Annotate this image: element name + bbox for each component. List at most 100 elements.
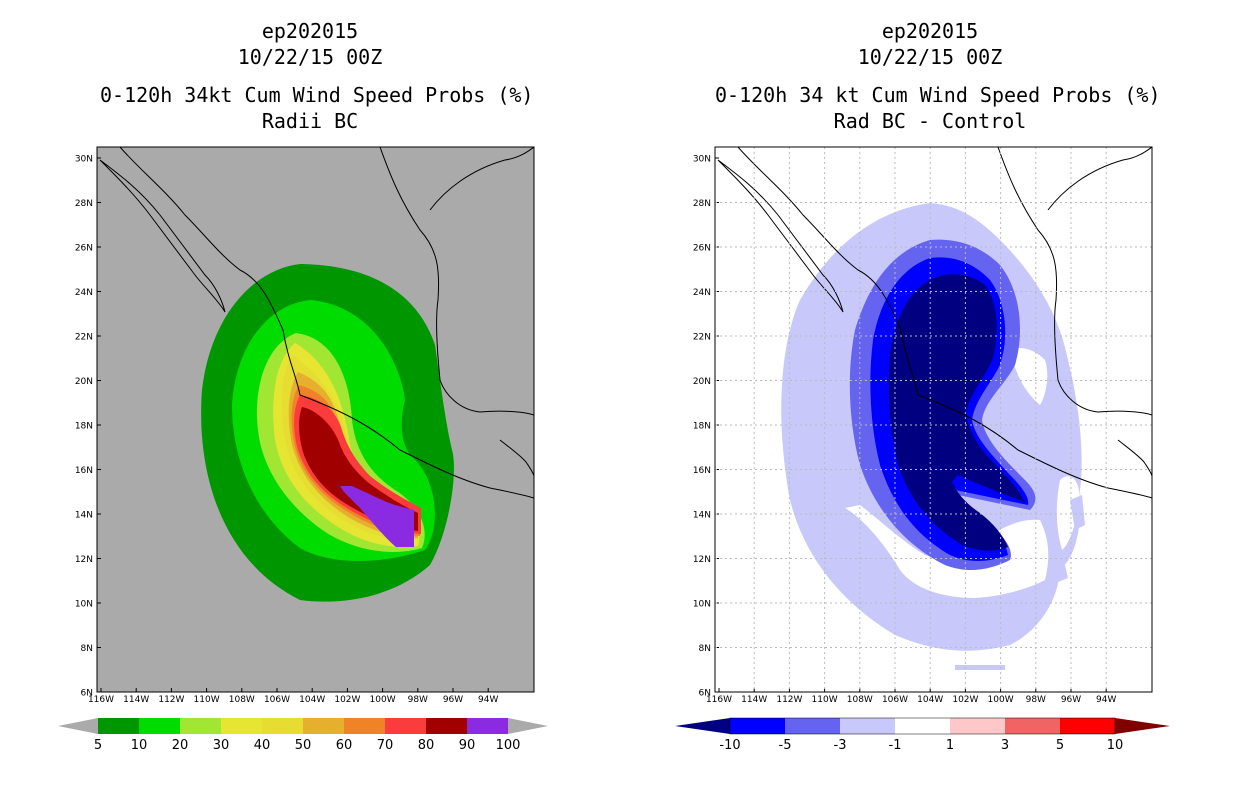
left-lon-label: 102W	[334, 695, 360, 705]
right-lon-label: 96W	[1061, 695, 1081, 705]
right-lon-label: 108W	[847, 695, 873, 705]
right-lon-label: 102W	[952, 695, 978, 705]
right-lat-label: 22N	[693, 333, 711, 343]
right-map-frame	[714, 146, 1153, 693]
contour--10	[888, 274, 1025, 551]
left-coastline-baja	[99, 159, 226, 313]
left-colorbar-label: 5	[94, 738, 102, 753]
left-lat-label: 30N	[75, 155, 93, 165]
contour-90	[340, 486, 414, 547]
left-lat-label: 14N	[75, 511, 93, 521]
left-lon-label: 108W	[229, 695, 255, 705]
left-lat-label: 10N	[75, 600, 93, 610]
left-colorbar-label: 70	[377, 738, 394, 753]
right-colorbar-label: -3	[834, 738, 847, 753]
left-date: 10/22/15 00Z	[237, 45, 383, 69]
left-lon-label: 114W	[123, 695, 149, 705]
left-coastline-gulf	[379, 147, 534, 416]
right-colorbar-high-arrow	[1115, 718, 1170, 734]
right-colorbar-swatch	[730, 718, 785, 734]
left-product-title: 0-120h 34kt Cum Wind Speed Probs (%)	[100, 83, 534, 107]
left-lat-label: 18N	[75, 422, 93, 432]
left-colorbar-high-arrow	[508, 718, 548, 734]
right-grid-lines	[715, 147, 1152, 693]
right-colorbar-swatch	[895, 718, 950, 734]
left-subtitle: Radii BC	[261, 109, 359, 133]
left-coastline-mexico-west	[119, 147, 534, 499]
left-colorbar: 5 10 20 30 40 50 60 70 80 90 100	[58, 718, 548, 753]
right-colorbar-label: -10	[719, 738, 740, 753]
right-coastline-texas	[1047, 147, 1152, 211]
right-lat-labels: 6N 8N 10N 12N 14N 16N 18N 20N 22N 24N 26N 28N 30N	[693, 155, 711, 699]
left-colorbar-label: 40	[254, 738, 271, 753]
right-small-patch-1	[1055, 565, 1068, 582]
right-colorbar-label: 10	[1107, 738, 1124, 753]
right-colorbar-swatch	[1060, 718, 1115, 734]
left-grid-ticks	[97, 157, 489, 693]
right-white-hole-3	[1056, 476, 1080, 550]
right-white-hole-2	[1010, 348, 1048, 405]
left-colorbar-label: 60	[336, 738, 353, 753]
right-lon-label: 116W	[706, 695, 732, 705]
right-colorbar-swatch	[840, 718, 895, 734]
right-storm-id: ep202015	[881, 19, 979, 43]
left-lon-label: 96W	[443, 695, 463, 705]
left-colorbar-swatch	[262, 718, 303, 734]
right-lat-label: 10N	[693, 600, 711, 610]
right-lat-label: 24N	[693, 288, 711, 298]
right-map-panel: 6N 8N 10N 12N 14N 16N 18N 20N 22N 24N 26N 28N 30N 11…	[693, 146, 1153, 705]
left-colorbar-label: 80	[418, 738, 435, 753]
right-lon-label: 112W	[776, 695, 802, 705]
left-lat-label: 6N	[81, 689, 93, 699]
right-small-patch-3	[1070, 495, 1085, 530]
left-lon-label: 94W	[478, 695, 498, 705]
right-colorbar-swatch	[785, 718, 840, 734]
right-lon-label: 106W	[882, 695, 908, 705]
right-colorbar-swatch	[950, 718, 1005, 734]
left-lat-label: 28N	[75, 199, 93, 209]
left-lon-label: 100W	[370, 695, 396, 705]
left-colorbar-swatch	[385, 718, 426, 734]
right-lon-label: 98W	[1026, 695, 1046, 705]
right-lon-label: 94W	[1096, 695, 1116, 705]
right-lat-label: 28N	[693, 199, 711, 209]
left-title-block: ep202015 10/22/15 00Z 0-120h 34kt Cum Wi…	[100, 18, 534, 134]
right-colorbar-swatch	[1005, 718, 1060, 734]
right-coastline-yucatan	[1117, 439, 1152, 477]
contour-80	[299, 407, 418, 531]
left-lat-label: 22N	[75, 333, 93, 343]
left-colorbar-label: 100	[496, 738, 521, 753]
right-colorbar-low-arrow	[675, 718, 730, 734]
right-colorbar-outline	[729, 717, 1116, 735]
right-white-hole-1	[845, 505, 1049, 598]
left-colorbar-swatch	[221, 718, 262, 734]
left-colorbar-swatch	[344, 718, 385, 734]
right-colorbar-label: -5	[779, 738, 792, 753]
right-colorbar-label: 1	[946, 738, 954, 753]
right-lat-label: 20N	[693, 377, 711, 387]
left-lat-label: 16N	[75, 466, 93, 476]
right-lat-label: 18N	[693, 422, 711, 432]
right-colorbar-label: 3	[1001, 738, 1009, 753]
left-lon-label: 112W	[158, 695, 184, 705]
left-colorbar-low-arrow	[58, 718, 98, 734]
left-colorbar-label: 50	[295, 738, 312, 753]
left-colorbar-swatch	[180, 718, 221, 734]
left-lon-label: 104W	[299, 695, 325, 705]
right-date: 10/22/15 00Z	[857, 45, 1003, 69]
right-lon-label: 114W	[741, 695, 767, 705]
left-lon-label: 106W	[264, 695, 290, 705]
left-coastline-yucatan	[499, 439, 534, 477]
right-colorbar: -10 -5 -3 -1 1 3 5 10	[675, 717, 1170, 753]
right-lat-label: 8N	[699, 644, 711, 654]
left-lon-label: 110W	[194, 695, 220, 705]
left-colorbar-swatch	[467, 718, 508, 734]
left-colorbar-swatch	[139, 718, 180, 734]
right-lat-label: 26N	[693, 244, 711, 254]
right-lon-labels: 116W 114W 112W 110W 108W 106W 104W 102W 100W 98W 9…	[706, 695, 1117, 705]
right-coastline	[717, 147, 1152, 499]
left-colorbar-label: 20	[172, 738, 189, 753]
right-lat-label: 6N	[699, 689, 711, 699]
left-lat-labels: 6N 8N 10N 12N 14N 16N 18N 20N 22N 24N 26N 28N 30N	[75, 155, 93, 699]
right-coastline-gulf	[997, 147, 1152, 416]
